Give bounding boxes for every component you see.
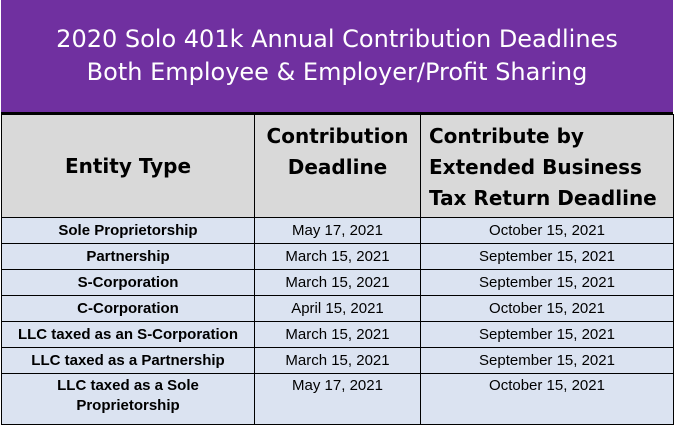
deadlines-table: Entity Type Contribution Deadline Contri… [1,114,674,425]
table-row: S-Corporation March 15, 2021 September 1… [1,269,674,296]
entity-cell: Sole Proprietorship [1,217,255,244]
entity-cell: LLC taxed as a Partnership [1,347,255,374]
header-deadline-line-2: Deadline [287,155,388,179]
table-row: LLC taxed as a Partnership March 15, 202… [1,347,674,374]
title-line-1: 2020 Solo 401k Annual Contribution Deadl… [56,25,618,53]
entity-cell: LLC taxed as an S-Corporation [1,321,255,348]
header-extended-line-2: Extended Business [429,155,642,179]
title-banner: 2020 Solo 401k Annual Contribution Deadl… [1,0,673,114]
table-row: C-Corporation April 15, 2021 October 15,… [1,295,674,322]
header-deadline-line-1: Contribution [266,124,409,148]
header-extended-deadline: Contribute by Extended Business Tax Retu… [420,114,674,218]
deadline-cell: May 17, 2021 [254,217,421,244]
entity-line-2: Proprietorship [76,397,180,414]
entity-cell: C-Corporation [1,295,255,322]
extended-deadline-cell: October 15, 2021 [420,373,674,425]
deadline-cell: March 15, 2021 [254,269,421,296]
entity-cell: Partnership [1,243,255,270]
deadline-cell: March 15, 2021 [254,347,421,374]
table-row: LLC taxed as a Sole Proprietorship May 1… [1,373,674,425]
entity-line-1: LLC taxed as a Sole [57,377,199,394]
header-entity-type: Entity Type [1,114,255,218]
header-extended-line-3: Tax Return Deadline [429,186,657,210]
entity-cell: S-Corporation [1,269,255,296]
header-contribution-deadline: Contribution Deadline [254,114,421,218]
extended-deadline-cell: October 15, 2021 [420,295,674,322]
table-row: Partnership March 15, 2021 September 15,… [1,243,674,270]
deadline-cell: March 15, 2021 [254,321,421,348]
header-row: Entity Type Contribution Deadline Contri… [1,114,674,218]
deadline-cell: March 15, 2021 [254,243,421,270]
table-row: LLC taxed as an S-Corporation March 15, … [1,321,674,348]
extended-deadline-cell: October 15, 2021 [420,217,674,244]
extended-deadline-cell: September 15, 2021 [420,347,674,374]
title-line-2: Both Employee & Employer/Profit Sharing [86,58,588,86]
header-extended-line-1: Contribute by [429,124,584,148]
deadline-cell: May 17, 2021 [254,373,421,425]
extended-deadline-cell: September 15, 2021 [420,269,674,296]
deadline-cell: April 15, 2021 [254,295,421,322]
extended-deadline-cell: September 15, 2021 [420,321,674,348]
table-row: Sole Proprietorship May 17, 2021 October… [1,217,674,244]
extended-deadline-cell: September 15, 2021 [420,243,674,270]
entity-cell: LLC taxed as a Sole Proprietorship [1,373,255,425]
